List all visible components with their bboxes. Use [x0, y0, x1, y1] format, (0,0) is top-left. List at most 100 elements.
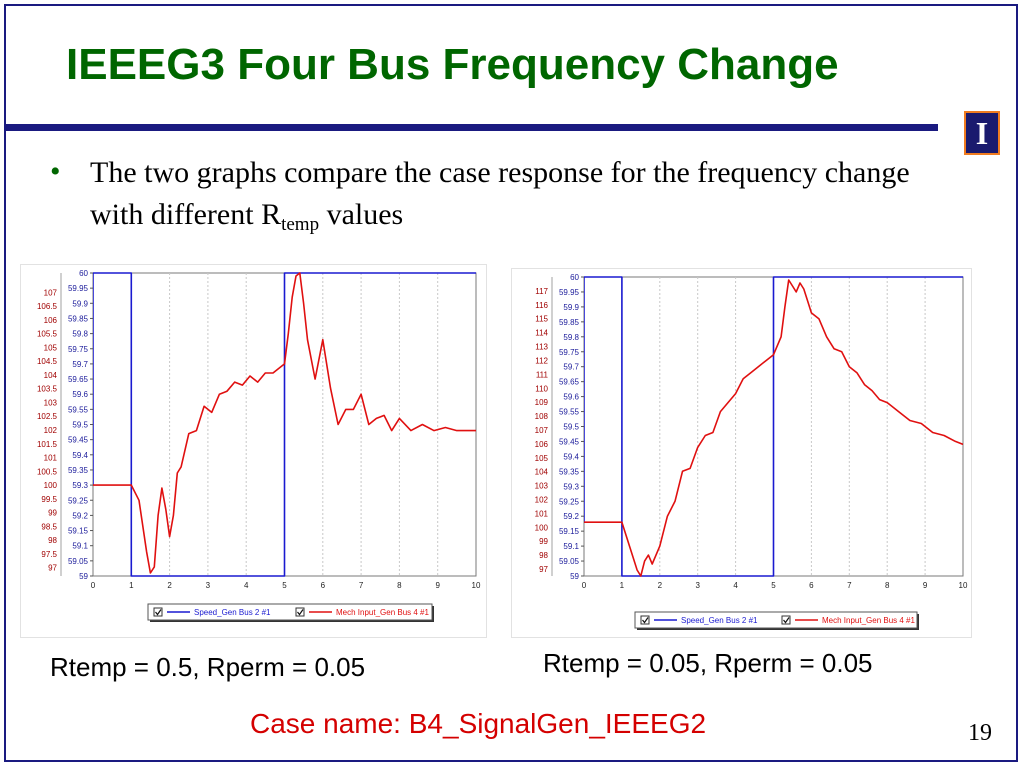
y-outer-tick-label: 106: [535, 440, 549, 449]
y-outer-tick-label: 108: [535, 412, 549, 421]
y-inner-tick-label: 59.1: [72, 542, 88, 551]
y-inner-tick-label: 59.5: [563, 423, 579, 432]
y-inner-tick-label: 59.55: [559, 408, 580, 417]
y-inner-tick-label: 59.95: [559, 288, 580, 297]
y-outer-tick-label: 97: [48, 564, 57, 573]
x-tick-label: 5: [282, 581, 287, 590]
series-line-speed: [584, 276, 963, 577]
y-outer-tick-label: 102: [535, 496, 549, 505]
y-outer-tick-label: 104.5: [37, 357, 58, 366]
y-outer-tick-label: 106: [44, 316, 58, 325]
legend-checkbox: [153, 607, 163, 617]
y-outer-tick-label: 99.5: [41, 495, 57, 504]
y-inner-tick-label: 59.35: [559, 467, 580, 476]
x-tick-label: 9: [435, 581, 440, 590]
y-outer-tick-label: 103: [535, 482, 549, 491]
y-outer-tick-label: 98: [48, 536, 57, 545]
x-tick-label: 4: [733, 581, 738, 590]
y-outer-tick-label: 99: [48, 509, 57, 518]
y-outer-tick-label: 111: [536, 370, 549, 379]
y-inner-tick-label: 59.3: [72, 481, 88, 490]
x-tick-label: 7: [847, 581, 852, 590]
x-tick-label: 1: [129, 581, 134, 590]
y-inner-tick-label: 59.4: [72, 451, 88, 460]
bullet-subscript: temp: [281, 214, 320, 235]
y-outer-tick-label: 107: [44, 288, 58, 297]
y-inner-tick-label: 59.4: [563, 452, 579, 461]
legend-label: Mech Input_Gen Bus 4 #1: [336, 608, 430, 617]
y-outer-tick-label: 102: [44, 426, 58, 435]
y-inner-tick-label: 59.45: [559, 437, 580, 446]
bullet-main: The two graphs compare the case response…: [90, 156, 910, 231]
series-line-mech: [584, 279, 963, 577]
y-inner-tick-label: 59.85: [68, 314, 89, 323]
y-inner-tick-label: 59.85: [559, 318, 580, 327]
y-inner-tick-label: 59.9: [72, 299, 88, 308]
chart-panel-left: 0 1 2 3 4 5 6 7 8 9 10 60 59.95 59.9 59.85 59.8 59.75 59.…: [20, 264, 487, 638]
chart-left: 0 1 2 3 4 5 6 7 8 9 10 60 59.95 59.9 59.85 59.8 59.75 59.…: [37, 269, 481, 622]
y-outer-tick-label: 109: [535, 398, 549, 407]
chart-panel-right: 0 1 2 3 4 5 6 7 8 9 10 60 59.95 59.9 59.85 59.8 59.75 59.…: [511, 268, 972, 638]
y-outer-tick-label: 100: [535, 523, 549, 532]
chart-right: 0 1 2 3 4 5 6 7 8 9 10 60 59.95 59.9 59.85 59.8 59.75 59.…: [535, 273, 968, 630]
series-line-speed: [93, 272, 476, 577]
x-tick-label: 7: [359, 581, 364, 590]
university-logo: I: [964, 111, 1000, 155]
bullet-dot: •: [50, 155, 61, 188]
y-outer-tick-label: 105.5: [37, 330, 58, 339]
x-tick-label: 5: [771, 581, 776, 590]
y-inner-tick-label: 59.35: [68, 466, 89, 475]
y-outer-tick-label: 114: [535, 329, 548, 338]
x-tick-label: 1: [620, 581, 625, 590]
logo-letter: I: [975, 115, 989, 151]
y-inner-tick-label: 59.9: [563, 303, 579, 312]
y-outer-tick-label: 104: [44, 371, 58, 380]
y-outer-tick-label: 102.5: [37, 412, 58, 421]
legend-check-icon: [642, 617, 649, 624]
y-inner-tick-label: 59.2: [563, 512, 579, 521]
y-inner-tick-label: 59.15: [559, 527, 580, 536]
y-outer-tick-label: 98.5: [41, 522, 57, 531]
y-inner-tick-label: 59.25: [68, 496, 89, 505]
y-outer-tick-label: 97: [539, 565, 548, 574]
y-outer-tick-label: 104: [535, 468, 549, 477]
legend-box: [147, 603, 433, 621]
y-inner-tick-label: 59.25: [559, 497, 580, 506]
legend-check-icon: [783, 617, 790, 624]
y-inner-tick-label: 59.3: [563, 482, 579, 491]
legend-checkbox: [640, 615, 650, 625]
x-tick-label: 6: [809, 581, 814, 590]
y-outer-tick-label: 101: [44, 454, 58, 463]
series-line-mech: [93, 272, 476, 574]
legend-label: Speed_Gen Bus 2 #1: [681, 616, 758, 625]
page-number: 19: [968, 720, 992, 746]
x-tick-label: 10: [959, 581, 968, 590]
y-outer-tick-label: 112: [535, 356, 548, 365]
y-inner-tick-label: 59.2: [72, 511, 88, 520]
y-outer-tick-label: 116: [535, 301, 548, 310]
y-inner-tick-label: 59.15: [68, 527, 89, 536]
y-outer-tick-label: 103.5: [37, 385, 58, 394]
legend-check-icon: [297, 609, 304, 616]
legend-label: Speed_Gen Bus 2 #1: [194, 608, 271, 617]
bullet-text: The two graphs compare the case response…: [90, 152, 930, 246]
y-outer-tick-label: 101.5: [37, 440, 58, 449]
y-inner-tick-label: 59.55: [68, 405, 89, 414]
legend-check-icon: [155, 609, 162, 616]
y-inner-tick-label: 59.75: [68, 345, 89, 354]
case-name: Case name: B4_SignalGen_IEEEG2: [250, 708, 707, 739]
x-tick-label: 6: [321, 581, 326, 590]
y-outer-tick-label: 103: [44, 398, 58, 407]
x-tick-label: 0: [582, 581, 587, 590]
y-inner-tick-label: 59: [79, 572, 88, 581]
y-inner-tick-label: 59.65: [559, 378, 580, 387]
y-outer-tick-label: 98: [539, 551, 548, 560]
y-inner-tick-label: 59.5: [72, 421, 88, 430]
x-tick-label: 8: [397, 581, 402, 590]
y-inner-tick-label: 59: [570, 572, 579, 581]
x-tick-label: 0: [91, 581, 96, 590]
y-outer-tick-label: 99: [539, 537, 548, 546]
y-inner-tick-label: 59.6: [72, 390, 88, 399]
x-tick-label: 3: [206, 581, 211, 590]
slide-title: IEEEG3 Four Bus Frequency Change: [66, 40, 839, 89]
